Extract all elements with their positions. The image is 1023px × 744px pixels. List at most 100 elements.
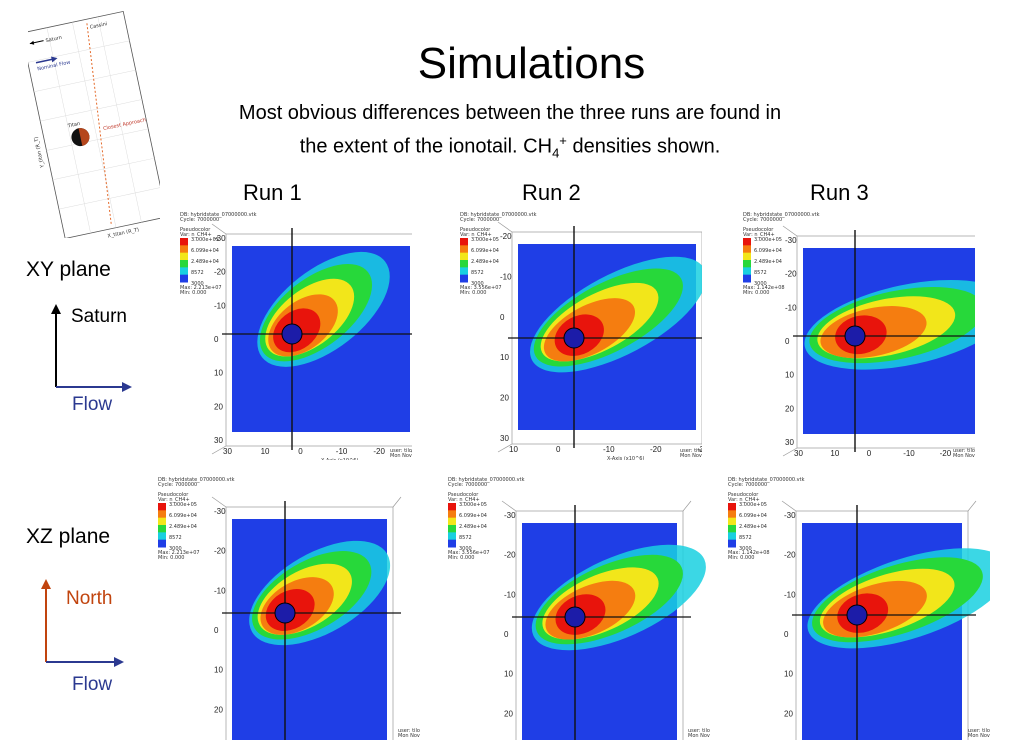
legend-tick-label: 2.489e+04	[471, 259, 499, 265]
legend-min: Min: 0.000	[180, 290, 206, 296]
saturn-arrow-icon	[29, 40, 35, 45]
legend-text: Var: n_CH4+	[460, 232, 492, 238]
y-tick-label: -20	[214, 547, 226, 556]
x-tick-label: -30	[697, 445, 702, 454]
legend-max: Max: 3.556e+07	[448, 550, 490, 556]
x-tick-label: 10	[261, 447, 270, 456]
x-tick-label: 10	[830, 449, 839, 458]
user-stamp: user: tilor	[688, 728, 710, 734]
legend-tick-label: 8572	[459, 535, 472, 541]
legend-text: Var: n_CH4+	[448, 497, 480, 503]
titan-disk-icon	[846, 604, 868, 626]
user-stamp: user: tilor	[680, 448, 702, 454]
legend-tick-label: 2.489e+04	[191, 259, 219, 265]
nominal-flow-arrow-icon	[51, 56, 58, 63]
y-tick-label: 0	[500, 313, 505, 322]
slide-title: Simulations	[417, 39, 646, 88]
subtitle-line-2-suffix: densities shown.	[566, 135, 721, 158]
legend-tick-label: 3.000e+05	[739, 502, 767, 508]
run-3-label: Run 3	[810, 180, 869, 205]
flyby-diagram: Saturn Cassini Nominal Flow Titan Closes…	[28, 10, 160, 238]
legend-tick-label: 3000	[169, 546, 182, 552]
y-tick-label: 10	[785, 371, 794, 380]
legend-tick-label: 3000	[459, 546, 472, 552]
subtitle-subscript: 4	[552, 145, 560, 161]
date-stamp: Mon Nov	[398, 733, 420, 739]
xz-axes-arrows	[41, 579, 124, 667]
titan-disk-icon	[844, 325, 866, 347]
legend-tick-label: 3.000e+05	[754, 237, 782, 243]
legend-max: Max: 2.213e+07	[158, 550, 200, 556]
legend-tick-label: 3000	[191, 281, 204, 287]
y-tick-label: -20	[214, 268, 226, 277]
y-tick-label: 20	[214, 705, 223, 714]
legend-tick-label: 8572	[471, 270, 484, 276]
y-tick-label: -20	[500, 232, 512, 241]
y-tick-label: -10	[214, 586, 226, 595]
slide-subtitle: Most obvious differences between the thr…	[170, 100, 850, 167]
legend-tick-label: 6.099e+04	[459, 513, 487, 519]
y-tick-label: 20	[500, 394, 509, 403]
date-stamp: Mon Nov	[688, 733, 710, 739]
legend-text: Cycle: 7000000	[158, 482, 197, 488]
titan-disk-icon	[281, 323, 303, 345]
user-stamp: user: tilor	[398, 728, 420, 734]
y-tick-label: -10	[784, 590, 796, 599]
legend-text: Var: n_CH4+	[728, 497, 760, 503]
plot-bounding-box	[501, 500, 692, 740]
panel-run-3-xy: DB: hybridstate_07000000.vtk Cycle: 70000…	[735, 210, 975, 460]
legend-tick-label: 2.489e+04	[754, 259, 782, 265]
legend-text: Cycle: 7000000	[743, 217, 782, 223]
legend-tick-label: 2.489e+04	[739, 524, 767, 530]
legend-max: Max: 1.142e+08	[728, 550, 770, 556]
y-tick-label: 20	[214, 402, 223, 411]
legend-tick-label: 2.489e+04	[169, 524, 197, 530]
legend-tick-label: 6.099e+04	[191, 248, 219, 254]
y-tick-label: 20	[785, 404, 794, 413]
legend-text: Cycle: 7000000	[180, 217, 219, 223]
legend-tick-label: 8572	[169, 535, 182, 541]
legend-tick-label: 3000	[754, 281, 767, 287]
legend-max: Max: 3.556e+07	[460, 285, 502, 291]
x-tick-label: 30	[794, 449, 803, 458]
legend-text: DB: hybridstate_07000000.vtk	[743, 212, 820, 218]
y-tick-label: -30	[214, 234, 226, 243]
legend-text: Cycle: 7000000	[448, 482, 487, 488]
titan-disk-icon	[564, 606, 586, 628]
subtitle-superscript: +	[559, 133, 567, 148]
legend-tick-label: 3.000e+05	[459, 502, 487, 508]
y-tick-label: 10	[214, 666, 223, 675]
legend-min: Min: 0.000	[158, 555, 184, 561]
legend-text: Pseudocolor	[460, 227, 491, 233]
y-tick-label: -10	[504, 590, 516, 599]
legend-tick-label: 6.099e+04	[169, 513, 197, 519]
date-stamp: Mon Nov	[680, 453, 702, 459]
panel-run-2-xy: DB: hybridstate_07000000.vtk Cycle: 70000…	[452, 210, 702, 460]
y-tick-label: 0	[784, 630, 789, 639]
date-stamp: Mon Nov	[953, 453, 975, 459]
run-2-label: Run 2	[522, 180, 581, 205]
y-tick-label: 0	[504, 630, 509, 639]
legend-text: DB: hybridstate_07000000.vtk	[180, 212, 257, 218]
legend-text: Cycle: 7000000	[728, 482, 767, 488]
legend-max: Max: 2.213e+07	[180, 285, 222, 291]
titan-disk-icon	[274, 602, 296, 624]
legend-text: DB: hybridstate_07000000.vtk	[460, 212, 537, 218]
user-stamp: user: tilor	[390, 448, 412, 454]
legend-text: DB: hybridstate_07000000.vtk	[728, 477, 805, 483]
saturn-direction-label: Saturn	[71, 306, 127, 327]
y-tick-label: -20	[785, 270, 797, 279]
panel-run-1-xz: DB: hybridstate_07000000.vtk Cycle: 70000…	[150, 475, 420, 740]
y-tick-label: -20	[504, 551, 516, 560]
diagram-titan-label: Titan	[66, 121, 80, 130]
legend-max: Max: 1.142e+08	[743, 285, 785, 291]
diagram-saturn-label: Saturn	[45, 35, 62, 44]
legend-min: Min: 0.000	[728, 555, 754, 561]
legend-tick-label: 8572	[191, 270, 204, 276]
plot-bounding-box	[211, 496, 402, 740]
